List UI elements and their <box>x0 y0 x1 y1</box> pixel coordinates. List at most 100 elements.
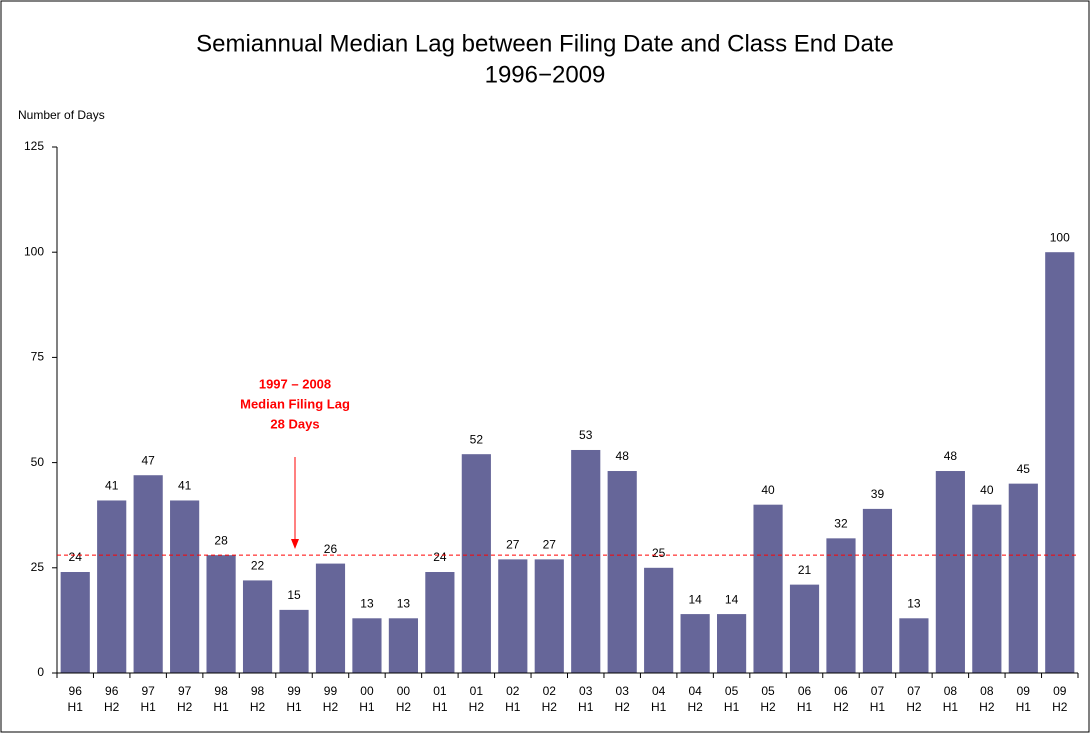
data-label: 14 <box>688 592 702 606</box>
data-label: 15 <box>287 588 301 602</box>
x-tick-label: H1 <box>505 700 521 714</box>
data-label: 100 <box>1050 230 1070 244</box>
x-tick-label: 96 <box>69 684 83 698</box>
data-label: 25 <box>652 546 666 560</box>
x-tick-label: H1 <box>870 700 886 714</box>
x-tick-label: H1 <box>68 700 84 714</box>
bar <box>242 580 273 673</box>
x-tick-label: H2 <box>542 700 558 714</box>
x-tick-label: H1 <box>359 700 375 714</box>
x-tick-label: 97 <box>141 684 155 698</box>
x-tick-label: 00 <box>397 684 411 698</box>
y-tick-label: 0 <box>37 665 44 679</box>
data-label: 27 <box>543 538 557 552</box>
data-label: 13 <box>907 596 921 610</box>
y-tick-label: 50 <box>31 455 45 469</box>
x-tick-label: 96 <box>105 684 119 698</box>
x-tick-label: 04 <box>688 684 702 698</box>
bar <box>571 449 601 673</box>
annotation: Median Filing Lag <box>240 396 350 411</box>
bar <box>1008 483 1038 673</box>
x-tick-label: 98 <box>214 684 228 698</box>
x-tick-label: 08 <box>980 684 994 698</box>
annotation: 1997 – 2008 <box>259 376 331 391</box>
x-tick-label: H2 <box>250 700 266 714</box>
x-tick-label: 04 <box>652 684 666 698</box>
data-label: 47 <box>141 453 155 467</box>
data-label: 52 <box>470 432 484 446</box>
bar <box>753 504 783 673</box>
x-tick-label: 00 <box>360 684 374 698</box>
data-label: 24 <box>69 550 83 564</box>
x-tick-label: H2 <box>323 700 339 714</box>
x-tick-label: H1 <box>578 700 594 714</box>
x-tick-label: H2 <box>760 700 776 714</box>
data-label: 22 <box>251 559 265 573</box>
x-tick-label: H2 <box>833 700 849 714</box>
bar <box>826 538 856 673</box>
data-label: 24 <box>433 550 447 564</box>
bar <box>972 504 1002 673</box>
x-tick-label: 03 <box>616 684 630 698</box>
bar <box>352 618 382 673</box>
bar <box>607 471 637 673</box>
y-axis-label: Number of Days <box>18 108 105 122</box>
bar <box>206 555 236 673</box>
x-tick-label: 98 <box>251 684 265 698</box>
x-tick-label: 02 <box>506 684 520 698</box>
x-tick-label: H2 <box>979 700 995 714</box>
x-tick-label: H1 <box>213 700 229 714</box>
x-tick-label: H1 <box>651 700 667 714</box>
x-tick-label: H1 <box>432 700 448 714</box>
bar <box>315 563 346 673</box>
data-label: 48 <box>944 449 958 463</box>
x-tick-label: 06 <box>834 684 848 698</box>
data-label: 21 <box>798 563 812 577</box>
bar <box>534 559 564 673</box>
x-tick-label: H2 <box>615 700 631 714</box>
x-tick-label: H1 <box>140 700 156 714</box>
bar <box>717 614 747 673</box>
x-tick-label: H1 <box>286 700 302 714</box>
bar <box>789 584 820 673</box>
annotation-arrowhead <box>291 539 299 549</box>
data-label: 41 <box>105 479 119 493</box>
bar <box>498 559 528 673</box>
data-label: 40 <box>761 483 775 497</box>
data-label: 45 <box>1017 462 1031 476</box>
data-label: 13 <box>397 596 411 610</box>
bar <box>644 567 674 673</box>
data-label: 26 <box>324 542 338 556</box>
x-tick-label: 01 <box>433 684 447 698</box>
data-label: 32 <box>834 517 848 531</box>
bar <box>279 609 309 673</box>
data-label: 13 <box>360 596 374 610</box>
data-label: 14 <box>725 592 739 606</box>
data-label: 27 <box>506 538 520 552</box>
x-tick-label: 09 <box>1053 684 1067 698</box>
x-tick-label: 97 <box>178 684 192 698</box>
x-tick-label: 08 <box>944 684 958 698</box>
bar <box>170 500 200 673</box>
bar <box>1045 252 1075 673</box>
y-tick-label: 75 <box>31 350 45 364</box>
bar <box>461 454 491 673</box>
data-label: 41 <box>178 479 192 493</box>
x-tick-label: H2 <box>396 700 412 714</box>
bar <box>935 471 965 673</box>
data-label: 28 <box>214 533 228 547</box>
bar <box>60 572 90 673</box>
x-tick-label: H1 <box>724 700 740 714</box>
x-tick-label: H2 <box>1052 700 1068 714</box>
x-tick-label: H2 <box>469 700 485 714</box>
data-label: 53 <box>579 428 593 442</box>
bar <box>133 475 163 673</box>
x-tick-label: 99 <box>287 684 301 698</box>
x-tick-label: 06 <box>798 684 812 698</box>
x-tick-label: 03 <box>579 684 593 698</box>
y-tick-label: 25 <box>31 560 45 574</box>
bar <box>899 618 929 673</box>
x-tick-label: 99 <box>324 684 338 698</box>
data-label: 40 <box>980 483 994 497</box>
